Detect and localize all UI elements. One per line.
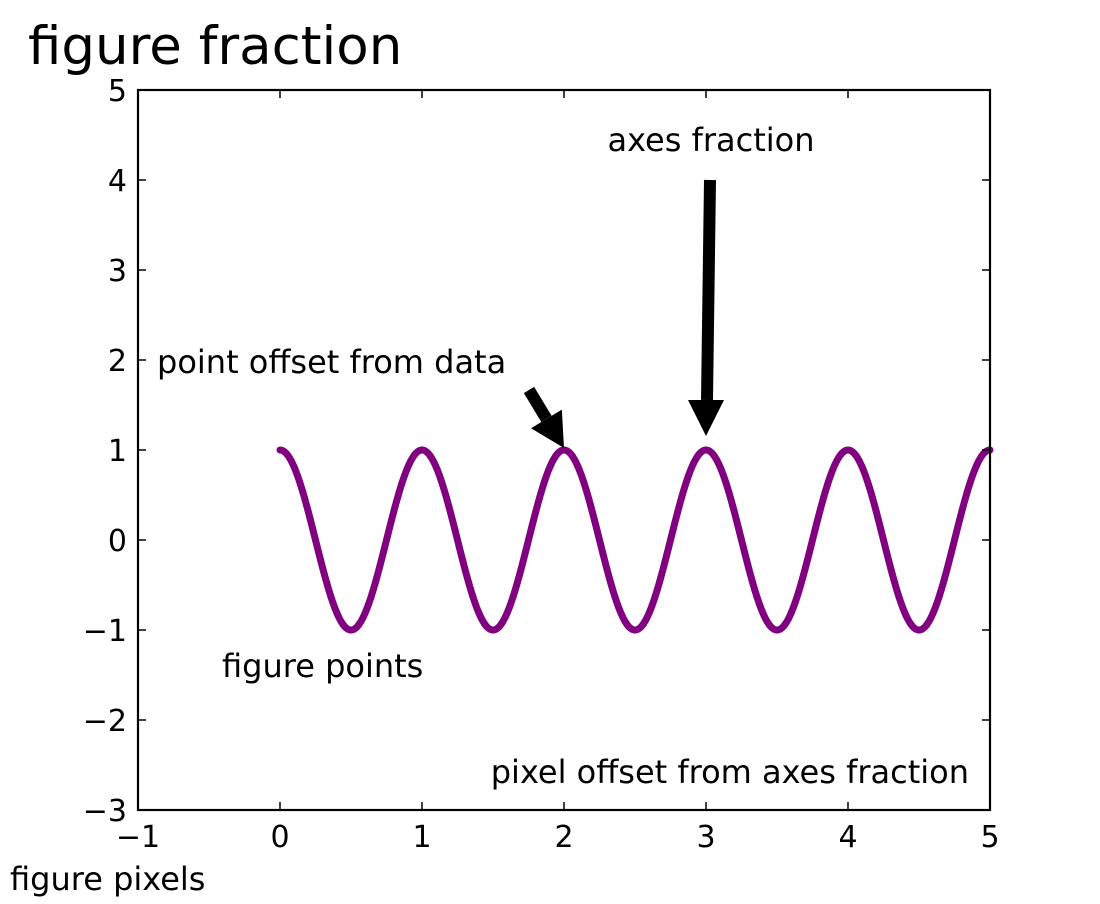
curve-layer — [276, 446, 994, 634]
series-line — [276, 446, 994, 634]
annotation-figure-pixels: figure pixels — [10, 860, 205, 898]
arrow-shaft-axes-fraction — [701, 179, 716, 401]
y-tick-label: 0 — [108, 524, 127, 559]
arrow-head-axes-fraction — [688, 400, 724, 436]
x-tick-label: 3 — [696, 820, 715, 855]
x-tick-label: 4 — [838, 820, 857, 855]
x-tick-label: −1 — [116, 820, 160, 855]
annotation-axes-fraction: axes fraction — [607, 121, 814, 159]
arrow-head-point-offset — [531, 409, 564, 448]
arrow-shaft-point-offset — [523, 386, 552, 422]
y-tick-label: −2 — [83, 704, 127, 739]
tick-labels-layer: −1 0 1 2 3 4 5 −3 −2 −1 0 1 2 3 4 5 — [83, 74, 1000, 855]
x-tick-label: 0 — [270, 820, 289, 855]
y-tick-label: 1 — [108, 434, 127, 469]
y-tick-label: −1 — [83, 614, 127, 649]
ticks-layer — [137, 89, 991, 811]
x-tick-label: 1 — [412, 820, 431, 855]
annotation-figure-points: figure points — [222, 647, 423, 685]
annotation-point-offset-from-data: point offset from data — [157, 343, 506, 381]
x-tick-label: 2 — [554, 820, 573, 855]
y-tick-label: 3 — [108, 254, 127, 289]
y-tick-label: −3 — [83, 794, 127, 829]
y-tick-label: 4 — [108, 164, 127, 199]
y-tick-label: 5 — [108, 74, 127, 109]
annotation-pixel-offset-from-axes-fraction: pixel offset from axes fraction — [491, 753, 969, 791]
x-tick-label: 5 — [980, 820, 999, 855]
y-tick-label: 2 — [108, 344, 127, 379]
arrows-layer — [523, 179, 724, 448]
annotation-figure-fraction: figure fraction — [28, 16, 402, 77]
